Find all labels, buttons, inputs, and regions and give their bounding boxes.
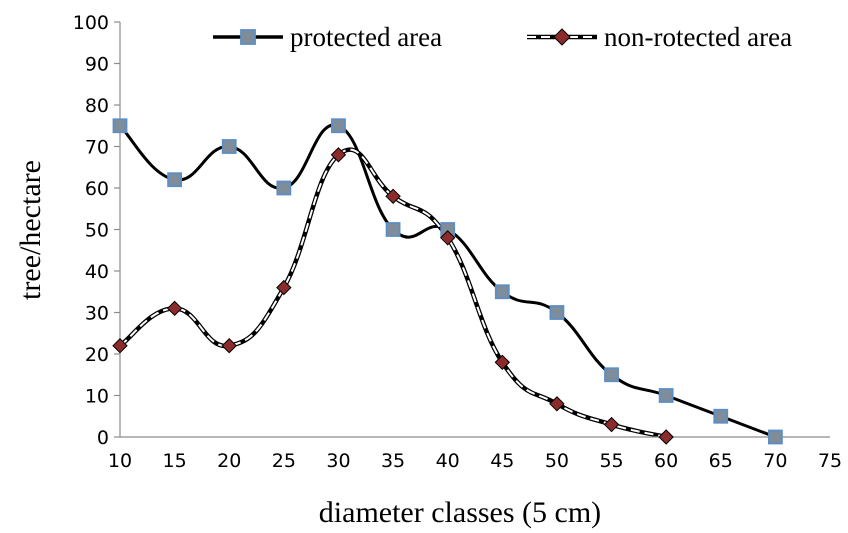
x-tick-label: 30 [326,450,350,472]
x-tick-label: 70 [763,450,787,472]
legend-marker-non-rotected-area [553,28,571,46]
y-tick-label: 10 [85,386,109,408]
series-markers [112,118,783,445]
y-tick-label: 40 [85,261,109,283]
axes [114,21,830,438]
legend-label-non-rotected-area: non-rotected area [604,22,792,52]
data-point-protected-area [221,139,237,154]
x-tick-label: 25 [272,450,296,472]
y-tick-label: 0 [97,427,109,449]
data-point-protected-area [112,118,128,134]
data-point-protected-area [658,388,674,403]
x-tick-label: 60 [654,450,678,472]
series-line-protected-area [118,123,776,439]
y-axis-title: tree/hectare [14,160,47,300]
data-point-non-rotected-area [221,337,237,354]
data-point-non-rotected-area [549,396,565,412]
data-point-protected-area [549,305,565,320]
data-point-protected-area [767,429,783,445]
x-tick-label: 20 [217,450,241,472]
data-point-non-rotected-area [439,230,456,246]
series-lines [118,123,776,440]
data-point-non-rotected-area [494,354,511,371]
y-tick-label: 30 [85,303,109,325]
x-tick-label: 40 [436,450,460,472]
data-point-non-rotected-area [276,279,292,296]
data-point-protected-area [713,408,729,424]
data-point-protected-area [167,172,183,188]
data-point-protected-area [494,284,510,300]
x-tick-label: 10 [108,450,132,472]
y-tick-label: 80 [85,95,109,117]
x-tick-label: 15 [163,450,187,472]
y-tick-label: 20 [85,344,109,366]
legend-label-protected-area: protected area [290,22,442,52]
data-point-protected-area [604,367,619,383]
data-point-non-rotected-area [385,188,401,205]
y-tick-label: 60 [85,178,109,200]
x-tick-label: 35 [381,450,405,472]
x-tick-label: 75 [818,450,842,472]
data-point-protected-area [331,118,346,134]
y-tick-label: 90 [85,54,109,76]
data-point-protected-area [276,180,292,196]
x-axis-title: diameter classes (5 cm) [319,496,601,529]
data-point-protected-area [385,222,401,237]
x-tick-label: 50 [545,450,569,472]
data-point-non-rotected-area [658,429,674,445]
y-tick-label: 50 [85,220,109,242]
x-tick-label: 65 [709,450,733,472]
legend-item-non-rotected-area: non-rotected area [527,22,792,52]
data-point-non-rotected-area [603,416,620,433]
x-tick-label: 45 [490,450,514,472]
data-point-non-rotected-area [330,147,347,163]
y-tick-label: 70 [85,137,109,159]
legend: protected area non-rotected area [213,22,792,52]
data-point-non-rotected-area [166,300,183,317]
legend-marker-protected-area [240,29,256,45]
data-point-non-rotected-area [112,337,128,354]
legend-item-protected-area: protected area [213,22,442,52]
x-tick-label: 55 [599,450,623,472]
y-tick-label: 100 [73,12,109,34]
